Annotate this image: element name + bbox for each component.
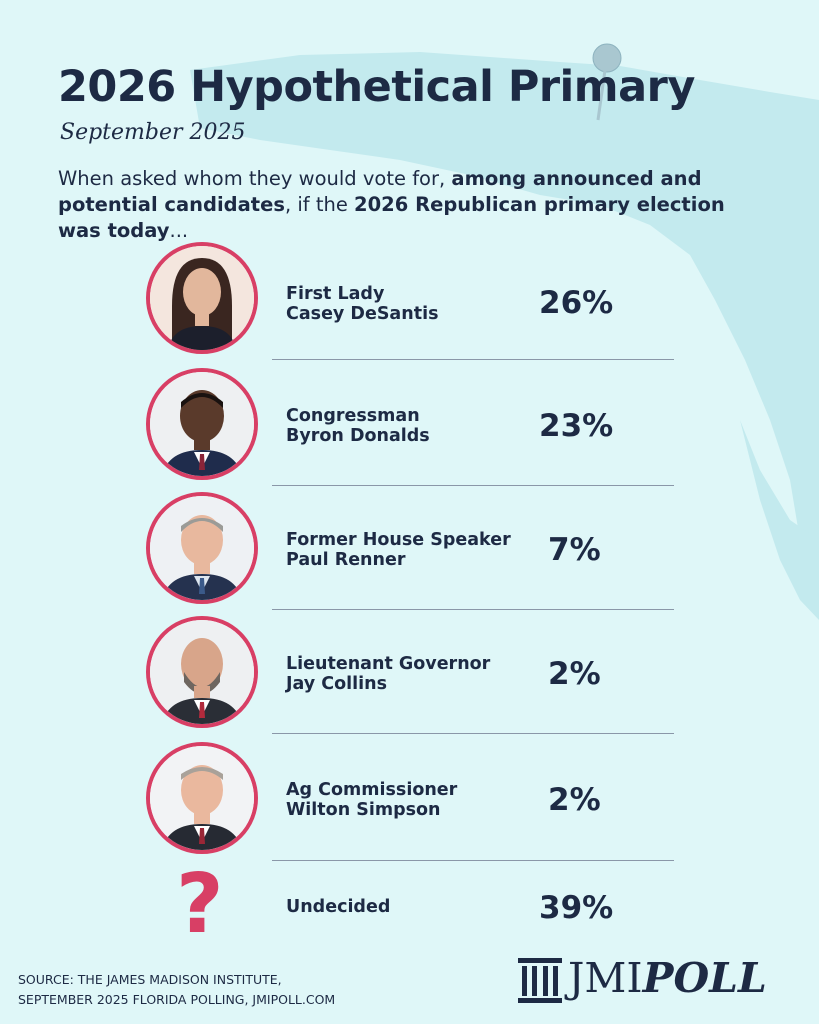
row-divider bbox=[272, 609, 674, 610]
candidate-percent: 7% bbox=[548, 532, 601, 568]
candidate-photo bbox=[146, 616, 258, 728]
candidate-percent: 2% bbox=[548, 656, 601, 692]
candidate-name: Congressman Byron Donalds bbox=[286, 406, 430, 446]
candidate-photo bbox=[146, 492, 258, 604]
question-mark-icon: ? bbox=[176, 857, 224, 952]
candidate-percent: 26% bbox=[539, 285, 614, 321]
candidate-name: Ag Commissioner Wilton Simpson bbox=[286, 780, 458, 820]
candidate-photo bbox=[146, 742, 258, 854]
intro-text: When asked whom they would vote for, amo… bbox=[58, 167, 725, 242]
row-divider bbox=[272, 733, 674, 734]
undecided-label: Undecided bbox=[286, 897, 391, 917]
logo-prefix: JMI bbox=[568, 954, 643, 1002]
source-note: SOURCE: THE JAMES MADISON INSTITUTE, SEPT… bbox=[18, 972, 336, 1007]
column-pillar-icon bbox=[518, 958, 562, 1003]
row-divider bbox=[272, 860, 674, 861]
logo-suffix: POLL bbox=[642, 954, 767, 1002]
candidate-name: Lieutenant Governor Jay Collins bbox=[286, 654, 491, 694]
page-title: 2026 Hypothetical Primary bbox=[58, 62, 695, 112]
candidate-photo bbox=[146, 242, 258, 354]
candidate-name: Former House Speaker Paul Renner bbox=[286, 530, 511, 570]
row-divider bbox=[272, 485, 674, 486]
candidate-photo bbox=[146, 368, 258, 480]
candidate-percent: 23% bbox=[539, 408, 614, 444]
candidate-name: First Lady Casey DeSantis bbox=[286, 284, 439, 324]
undecided-percent: 39% bbox=[539, 890, 614, 926]
poll-date: September 2025 bbox=[60, 120, 246, 145]
candidate-percent: 2% bbox=[548, 782, 601, 818]
row-divider bbox=[272, 359, 674, 360]
